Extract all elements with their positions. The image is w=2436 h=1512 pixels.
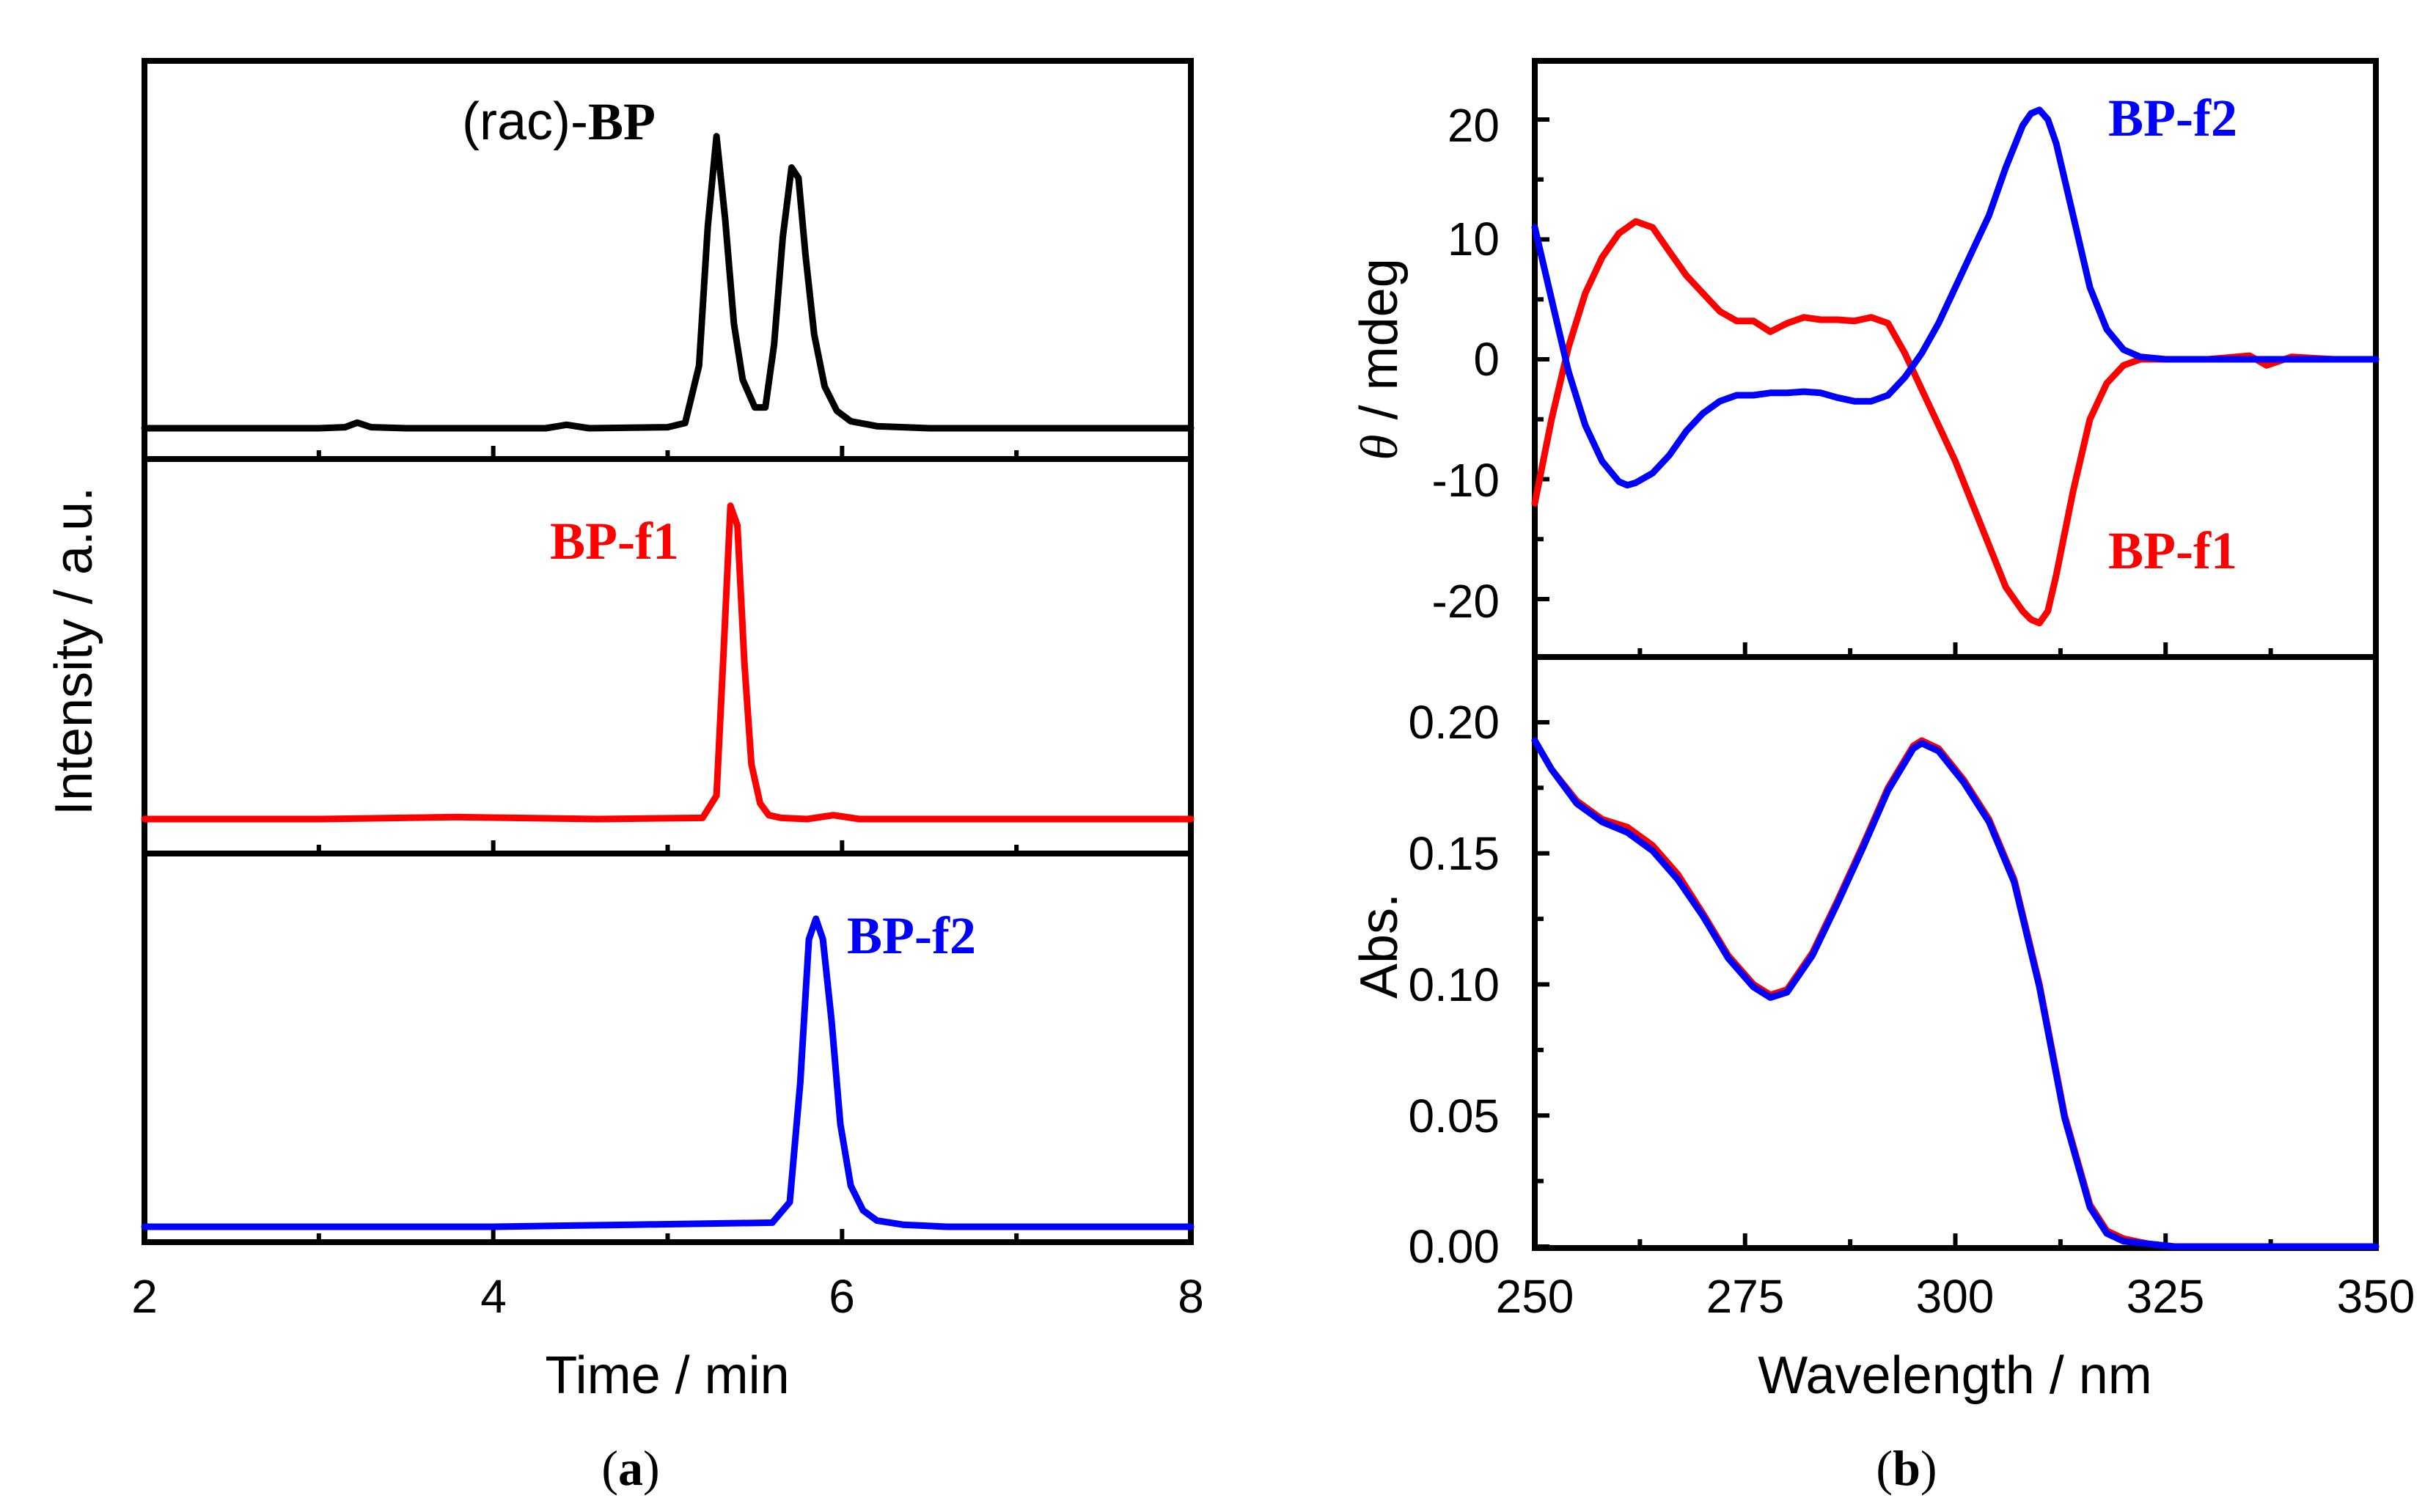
bp-f2-chromatogram-trace xyxy=(141,915,1195,1230)
x-tick-label: 2 xyxy=(131,1270,158,1323)
panel-a-frame-top xyxy=(142,58,1194,462)
x-tick-label: 350 xyxy=(2337,1270,2415,1323)
panel-b-caption-letter: b xyxy=(1893,1440,1920,1496)
x-tick-label: 4 xyxy=(480,1270,507,1323)
cd-y-tick-label: 10 xyxy=(1448,213,1500,265)
panel-a-ticks xyxy=(142,446,1193,1242)
cd-y-axis-symbol: θ xyxy=(1350,434,1409,460)
x-tick-label: 325 xyxy=(2127,1270,2205,1323)
rac-bp-name: BP xyxy=(588,92,656,151)
bp-f1-chromatogram-trace xyxy=(141,502,1195,823)
panel-a-x-tick-labels: 2 4 6 8 xyxy=(131,1270,1204,1323)
x-tick-label: 6 xyxy=(829,1270,855,1323)
panel-a: (rac)-BP BP-f1 BP-f2 2 4 6 8 Time / min … xyxy=(45,58,1204,1496)
x-tick-label: 8 xyxy=(1178,1270,1204,1323)
cd-y-tick-label: -20 xyxy=(1432,575,1500,628)
bp-f2-label-b: BP-f2 xyxy=(2108,89,2237,147)
panel-a-caption-letter: a xyxy=(618,1440,643,1496)
bp-f2-abs-trace xyxy=(1531,737,2380,1250)
rac-bp-label: (rac)-BP xyxy=(462,92,656,151)
abs-y-tick-label: 0.10 xyxy=(1408,958,1500,1011)
bp-f2-label-a: BP-f2 xyxy=(847,906,976,965)
cd-y-tick-labels: 20 10 0 -10 -20 xyxy=(1432,99,1500,628)
panel-b-x-axis-label: Wavelength / nm xyxy=(1758,1346,2152,1405)
bp-f2-cd-trace xyxy=(1531,106,2380,489)
x-tick-label: 250 xyxy=(1496,1270,1574,1323)
bp-f1-abs-trace xyxy=(1531,737,2380,1250)
panel-b: BP-f2 BP-f1 20 10 0 -10 -20 0.20 0.15 0.… xyxy=(1350,58,2415,1496)
bp-f1-cd-trace xyxy=(1531,218,2380,627)
bp-f1-label-a: BP-f1 xyxy=(550,512,679,570)
panel-a-caption: (a) xyxy=(601,1440,659,1496)
panel-b-abs-frame xyxy=(1532,654,2379,1251)
panel-a-x-axis-label: Time / min xyxy=(545,1346,789,1405)
abs-y-tick-label: 0.15 xyxy=(1408,827,1500,880)
cd-y-axis-label: θ / mdeg xyxy=(1350,258,1409,460)
cd-y-tick-label: -10 xyxy=(1432,454,1500,507)
cd-y-tick-label: 20 xyxy=(1448,99,1500,152)
abs-y-tick-labels: 0.20 0.15 0.10 0.05 0.00 xyxy=(1408,696,1500,1273)
rac-bp-prefix: (rac)- xyxy=(462,92,588,151)
bp-f1-label-b: BP-f1 xyxy=(2108,521,2237,580)
x-tick-label: 300 xyxy=(1916,1270,1995,1323)
panel-b-x-tick-labels: 250 275 300 325 350 xyxy=(1496,1270,2415,1323)
abs-y-axis-label: Abs. xyxy=(1350,893,1409,999)
abs-y-tick-label: 0.00 xyxy=(1408,1220,1500,1273)
panel-b-caption: (b) xyxy=(1876,1440,1937,1496)
rac-bp-trace xyxy=(141,133,1195,432)
abs-y-tick-label: 0.05 xyxy=(1408,1090,1500,1142)
panel-a-frame-bottom xyxy=(142,851,1194,1245)
panel-a-y-axis-label: Intensity / a.u. xyxy=(45,487,103,815)
cd-y-axis-unit: / mdeg xyxy=(1350,258,1409,434)
x-tick-label: 275 xyxy=(1706,1270,1785,1323)
abs-y-tick-label: 0.20 xyxy=(1408,696,1500,749)
cd-y-tick-label: 0 xyxy=(1473,333,1500,386)
